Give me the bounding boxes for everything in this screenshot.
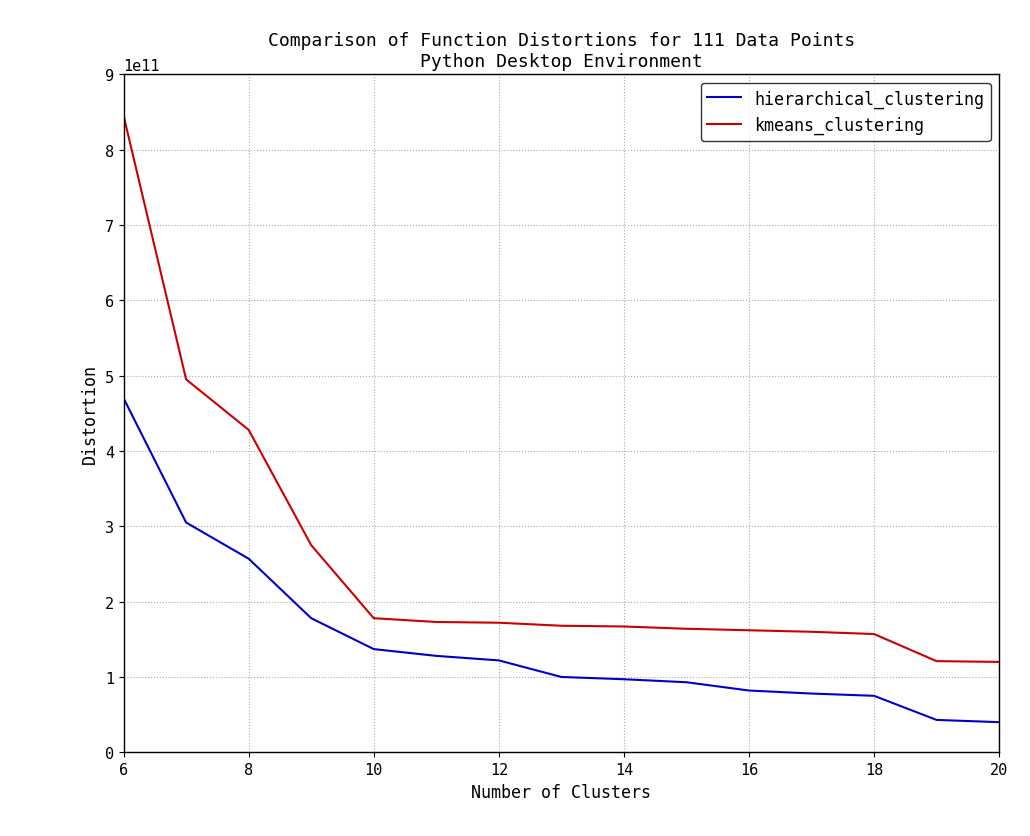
hierarchical_clustering [680, 677, 692, 687]
Line: hierarchical_clustering: hierarchical_clustering [124, 399, 999, 722]
Y-axis label: Distortion: Distortion [81, 364, 99, 464]
kmeans_clustering [618, 622, 630, 632]
Legend: hierarchical_clustering, kmeans_clustering: hierarchical_clustering, kmeans_clusteri… [700, 84, 991, 141]
kmeans_clustering [368, 614, 380, 624]
X-axis label: Number of Clusters: Number of Clusters [472, 782, 651, 801]
hierarchical_clustering [618, 675, 630, 685]
kmeans_clustering [868, 630, 881, 640]
hierarchical_clustering [868, 691, 881, 701]
kmeans_clustering [117, 111, 130, 121]
hierarchical_clustering [492, 655, 505, 665]
kmeans_clustering [431, 617, 443, 627]
kmeans_clustering [680, 624, 692, 634]
Line: kmeans_clustering: kmeans_clustering [124, 116, 999, 662]
hierarchical_clustering [993, 717, 1005, 727]
hierarchical_clustering [242, 554, 254, 564]
hierarchical_clustering [930, 715, 942, 725]
hierarchical_clustering [180, 517, 193, 528]
hierarchical_clustering [117, 394, 130, 404]
Title: Comparison of Function Distortions for 111 Data Points
Python Desktop Environmen: Comparison of Function Distortions for 1… [268, 32, 855, 71]
kmeans_clustering [305, 540, 317, 550]
hierarchical_clustering [368, 645, 380, 655]
kmeans_clustering [242, 426, 254, 436]
kmeans_clustering [993, 657, 1005, 667]
kmeans_clustering [930, 656, 942, 666]
kmeans_clustering [805, 627, 818, 637]
kmeans_clustering [743, 625, 755, 635]
hierarchical_clustering [805, 689, 818, 699]
hierarchical_clustering [431, 651, 443, 661]
kmeans_clustering [492, 618, 505, 628]
hierarchical_clustering [305, 614, 317, 624]
kmeans_clustering [555, 621, 568, 631]
kmeans_clustering [180, 375, 193, 385]
hierarchical_clustering [743, 686, 755, 696]
hierarchical_clustering [555, 672, 568, 682]
